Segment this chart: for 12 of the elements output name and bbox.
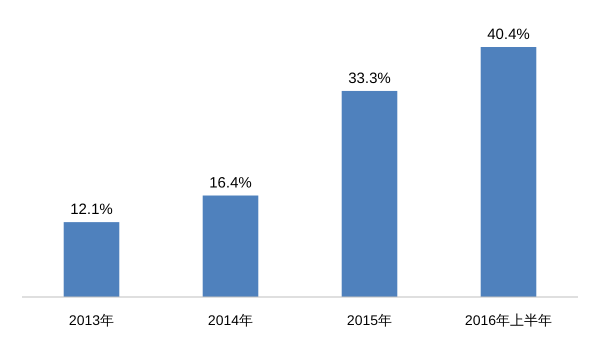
bar — [64, 222, 120, 297]
x-tick-label: 2014年 — [208, 312, 254, 328]
bar — [202, 196, 258, 297]
x-tick-label: 2013年 — [68, 312, 114, 328]
data-label: 33.3% — [348, 70, 391, 87]
data-label: 16.4% — [209, 174, 252, 192]
bar — [342, 90, 398, 297]
bar — [480, 47, 536, 297]
x-tick-label: 2015年 — [346, 312, 392, 328]
x-tick-label: 2016年上半年 — [464, 312, 552, 328]
data-label: 40.4% — [487, 26, 530, 43]
data-label: 12.1% — [70, 201, 113, 218]
